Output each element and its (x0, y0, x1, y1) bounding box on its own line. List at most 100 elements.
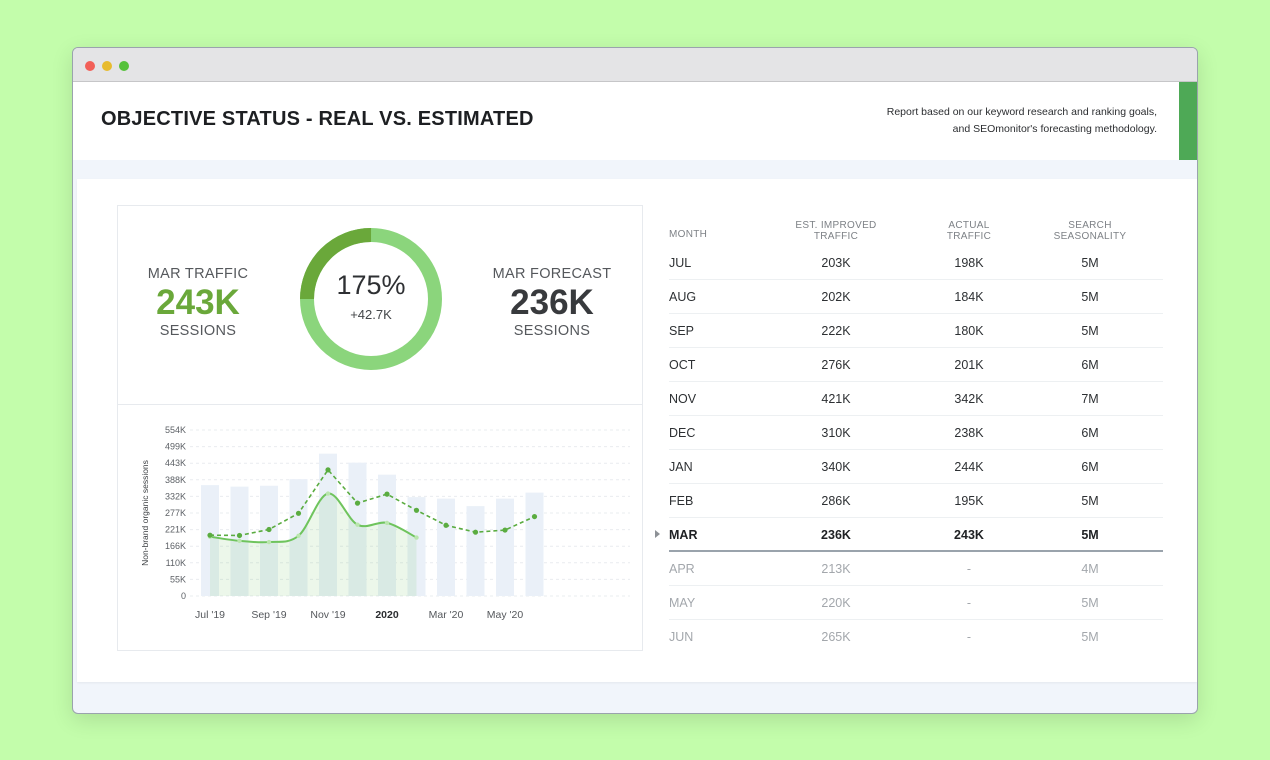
cell-est-traffic: 220K (821, 596, 851, 610)
maximize-window-button[interactable] (119, 61, 129, 71)
table-row[interactable]: NOV 421K 342K 7M (669, 382, 1163, 416)
table-row[interactable]: JAN 340K 244K 6M (669, 450, 1163, 484)
actual-traffic-point (414, 535, 419, 540)
column-header-act-line-2: TRAFFIC (946, 231, 992, 242)
x-tick-label: 2020 (375, 609, 399, 621)
actual-traffic-point (237, 538, 242, 544)
bar (496, 498, 514, 596)
table-row[interactable]: MAY 220K - 5M (669, 586, 1163, 620)
cell-month: MAY (669, 596, 696, 610)
cell-month: FEB (669, 494, 694, 508)
cell-month: JAN (669, 460, 693, 474)
traffic-kpi: MAR TRAFFIC 243K SESSIONS (118, 266, 278, 339)
y-axis-label: Non-brand organic sessions (140, 460, 150, 566)
table-row-current[interactable]: MAR 236K 243K 5M (655, 518, 1163, 552)
bar (437, 498, 455, 596)
table-row[interactable]: DEC 310K 238K 6M (669, 416, 1163, 450)
cell-seasonality: 5M (1081, 494, 1099, 508)
actual-traffic-point (384, 520, 390, 526)
cell-seasonality: 5M (1081, 630, 1099, 644)
cell-actual-traffic: 243K (954, 528, 984, 542)
x-tick-label: Mar '20 (429, 609, 464, 621)
cell-month: DEC (669, 426, 696, 440)
forecast-point (207, 532, 213, 538)
table-header: MONTH EST. IMPROVED TRAFFIC ACTUAL TRAFF… (669, 217, 1163, 246)
forecast-point (236, 532, 243, 539)
x-tick-label: Nov '19 (310, 609, 345, 621)
cell-seasonality: 5M (1081, 528, 1099, 542)
card-divider (118, 404, 642, 405)
actual-traffic-line (209, 492, 417, 544)
report-note-line-2: and SEOmonitor's forecasting methodology… (952, 123, 1157, 135)
table-row[interactable]: JUL 203K 198K 5M (669, 246, 1163, 280)
forecast-point (443, 522, 449, 528)
cell-est-traffic: 340K (821, 460, 851, 474)
forecast-point (502, 527, 508, 533)
cell-seasonality: 5M (1081, 256, 1099, 270)
report-panel: MAR TRAFFIC 243K SESSIONS 175% +42.7K MA… (77, 179, 1197, 682)
cell-actual-traffic: 201K (954, 358, 984, 372)
table-row[interactable]: SEP 222K 180K 5M (669, 314, 1163, 348)
minimize-window-button[interactable] (102, 61, 112, 71)
traffic-kpi-unit: SESSIONS (159, 323, 237, 339)
y-tick-label: 166K (165, 541, 186, 551)
current-row-arrow-icon (655, 530, 660, 538)
cell-month: SEP (669, 324, 695, 338)
close-window-button[interactable] (85, 61, 95, 71)
cell-actual-traffic: - (966, 596, 972, 610)
table-row[interactable]: JUN 265K - 5M (669, 620, 1163, 654)
table-row[interactable]: AUG 202K 184K 5M (669, 280, 1163, 314)
forecast-kpi-value: 236K (510, 283, 594, 322)
cell-actual-traffic: 195K (954, 494, 984, 508)
forecast-point (472, 529, 479, 535)
y-tick-label: 388K (165, 475, 186, 485)
cell-seasonality: 6M (1081, 426, 1099, 440)
actual-traffic-point (355, 522, 360, 527)
column-header-est-line-2: TRAFFIC (813, 231, 859, 242)
cell-est-traffic: 222K (821, 324, 851, 338)
cell-seasonality: 6M (1081, 460, 1099, 474)
donut-delta: +42.7K (350, 307, 392, 322)
donut-center-text: 175% +42.7K (296, 270, 446, 322)
y-tick-label: 221K (165, 525, 186, 535)
forecast-point (384, 491, 390, 497)
column-header-est-traffic: EST. IMPROVED TRAFFIC (794, 220, 878, 242)
table-row[interactable]: APR 213K - 4M (669, 552, 1163, 586)
cell-actual-traffic: 342K (954, 392, 984, 406)
y-tick-label: 443K (165, 458, 186, 468)
column-header-est-line-1: EST. IMPROVED (795, 220, 877, 231)
traffic-kpi-value: 243K (156, 283, 240, 322)
bar (201, 485, 219, 596)
y-tick-label: 499K (165, 442, 186, 452)
actual-traffic-point (296, 533, 301, 538)
bar (466, 506, 485, 596)
forecast-point (413, 507, 420, 513)
table-row[interactable]: FEB 286K 195K 5M (669, 484, 1163, 518)
traffic-table: MONTH EST. IMPROVED TRAFFIC ACTUAL TRAFF… (655, 217, 1163, 654)
cell-month: NOV (669, 392, 697, 406)
cell-actual-traffic: - (966, 562, 972, 576)
forecast-point (266, 526, 272, 533)
cell-est-traffic: 276K (821, 358, 851, 372)
title-bar (73, 48, 1197, 82)
column-header-act-line-1: ACTUAL (948, 220, 990, 231)
cell-est-traffic: 265K (821, 630, 851, 644)
column-header-month: MONTH (669, 229, 708, 240)
forecast-kpi-label: MAR FORECAST (492, 266, 612, 282)
donut-progress-arc (300, 228, 442, 370)
cell-seasonality: 5M (1081, 596, 1099, 610)
table-row[interactable]: OCT 276K 201K 6M (669, 348, 1163, 382)
cell-seasonality: 6M (1081, 358, 1099, 372)
bar (378, 474, 396, 596)
column-header-actual-traffic: ACTUAL TRAFFIC (927, 220, 1011, 242)
accent-bar (1179, 82, 1197, 160)
cell-month: JUL (669, 256, 692, 270)
cell-seasonality: 4M (1081, 562, 1099, 576)
y-tick-label: 332K (165, 491, 186, 501)
bar (525, 492, 544, 596)
forecast-kpi-unit: SESSIONS (513, 323, 591, 339)
forecast-point (531, 513, 538, 520)
y-tick-label: 277K (165, 508, 186, 518)
cell-est-traffic: 202K (821, 290, 851, 304)
actual-traffic-area (210, 493, 417, 596)
